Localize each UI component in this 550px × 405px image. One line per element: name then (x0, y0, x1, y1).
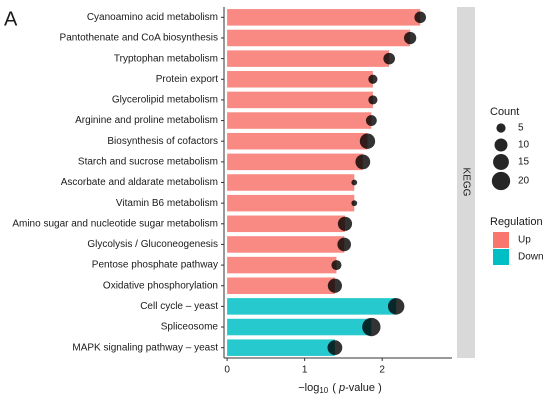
bar (227, 132, 368, 150)
bar (227, 236, 345, 253)
x-label-part: ( (332, 382, 336, 394)
size-legend-key (493, 154, 509, 170)
y-tick-label: Glycolysis / Gluconeogenesis (87, 239, 218, 250)
bar (227, 339, 335, 356)
color-legend-label: Up (518, 235, 531, 246)
bubble (331, 260, 342, 271)
y-tick-label: Oxidative phosphorylation (103, 280, 218, 291)
y-tick-label: Glycerolipid metabolism (112, 95, 218, 106)
color-legend-title: Regulation (490, 216, 543, 228)
x-tick-label: 0 (224, 365, 230, 376)
panel-label: A (4, 8, 18, 30)
color-legend-label: Down (518, 252, 544, 263)
y-tick-label: Starch and sucrose metabolism (78, 156, 218, 167)
color-legend-key (493, 249, 509, 265)
x-label-part: 10 (319, 386, 328, 395)
bubble (327, 340, 343, 356)
y-tick-label: Amino sugar and nucleotide sugar metabol… (12, 218, 218, 229)
y-tick-label: Arginine and proline metabolism (75, 115, 218, 126)
y-tick-label: Pantothenate and CoA biosynthesis (60, 33, 218, 44)
y-tick-label: Cyanoamino acid metabolism (87, 12, 218, 23)
y-tick-label: MAPK signaling pathway – yeast (72, 342, 218, 353)
bubble (327, 278, 342, 293)
bar (227, 112, 372, 129)
y-tick-label: Ascorbate and aldarate metabolism (61, 177, 218, 188)
x-label-part: p (338, 382, 345, 394)
bar (227, 91, 373, 109)
x-tick-label: 2 (379, 365, 385, 376)
color-legend-key (493, 232, 509, 248)
facet-strip (457, 7, 475, 358)
bubble (355, 154, 371, 170)
y-tick-label: Pentose phosphate pathway (92, 260, 218, 271)
y-tick-label: Spliceosome (161, 322, 219, 333)
bubble (337, 216, 353, 231)
size-legend-label: 15 (518, 157, 530, 168)
size-legend-key (491, 171, 511, 191)
x-label-part: −log (298, 382, 319, 394)
x-tick-label: 1 (302, 365, 308, 376)
size-legend-label: 5 (518, 123, 524, 134)
bubble (351, 200, 358, 207)
y-tick-label: Biosynthesis of cofactors (107, 136, 218, 147)
y-tick-label: Tryptophan metabolism (114, 53, 218, 64)
bubble (365, 115, 377, 126)
bubble (362, 317, 381, 337)
bar (227, 50, 390, 67)
bar (227, 153, 363, 171)
bar (227, 174, 355, 191)
y-tick-label: Cell cycle – yeast (140, 301, 218, 312)
size-legend-title: Count (490, 106, 519, 118)
bubble (337, 237, 352, 252)
bar (227, 277, 335, 294)
bubble (387, 298, 405, 315)
bar (227, 71, 373, 88)
bar (227, 194, 355, 212)
bar (227, 256, 337, 274)
size-legend-label: 10 (518, 140, 530, 151)
bubble (359, 133, 376, 149)
bar (227, 215, 345, 233)
size-legend-key (494, 138, 508, 152)
bubble (414, 11, 427, 24)
bubble (351, 179, 358, 186)
y-tick-label: Protein export (156, 74, 218, 85)
x-label-part: -value ) (345, 382, 382, 394)
x-axis-label: −log10 (p-value ) (298, 382, 382, 395)
bar (227, 29, 411, 47)
bar (227, 318, 372, 336)
size-legend-label: 20 (518, 176, 530, 187)
bubble (383, 52, 395, 65)
facet-label: KEGG (460, 168, 471, 197)
bubble (403, 31, 417, 45)
bar (227, 9, 421, 26)
y-tick-label: Vitamin B6 metabolism (116, 198, 218, 209)
bubble (368, 95, 378, 105)
size-legend-key (496, 123, 506, 133)
bar (227, 298, 397, 315)
bubble (368, 74, 378, 84)
